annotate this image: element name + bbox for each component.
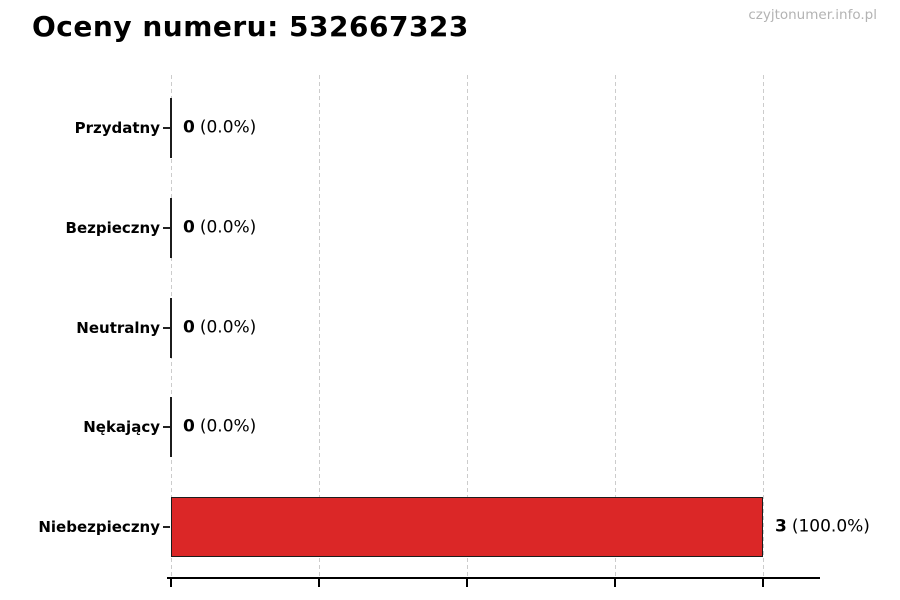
value-count: 0 bbox=[183, 217, 195, 238]
x-axis-line bbox=[167, 577, 820, 579]
category-label: Niebezpieczny bbox=[38, 518, 160, 536]
chart-title: Oceny numeru: 532667323 bbox=[32, 10, 469, 43]
value-percent: (0.0%) bbox=[199, 317, 257, 338]
gridline bbox=[762, 75, 764, 577]
category-label: Przydatny bbox=[74, 119, 160, 137]
value-label: 3 (100.0%) bbox=[775, 517, 870, 537]
value-percent: (0.0%) bbox=[199, 217, 257, 238]
value-percent: (0.0%) bbox=[199, 117, 257, 138]
bar-zero-edge bbox=[170, 297, 172, 358]
x-axis-tick bbox=[318, 579, 320, 587]
value-percent: (0.0%) bbox=[199, 416, 257, 437]
x-axis-tick bbox=[614, 579, 616, 587]
value-label: 0 (0.0%) bbox=[183, 417, 256, 437]
category-label: Neutralny bbox=[76, 318, 160, 337]
value-count: 0 bbox=[183, 117, 195, 138]
y-axis-tick bbox=[163, 226, 170, 229]
y-axis-tick bbox=[163, 526, 170, 528]
watermark-text: czyjtonumer.info.pl bbox=[748, 7, 877, 23]
x-axis-tick bbox=[466, 579, 468, 587]
value-count: 0 bbox=[183, 416, 195, 437]
bar-zero-edge bbox=[170, 397, 172, 458]
gridline bbox=[614, 75, 616, 577]
y-axis-tick bbox=[163, 326, 170, 329]
category-label: Nękający bbox=[83, 418, 160, 437]
value-label: 0 (0.0%) bbox=[183, 118, 256, 138]
bar bbox=[171, 497, 763, 557]
value-count: 3 bbox=[775, 516, 787, 537]
value-label: 0 (0.0%) bbox=[183, 217, 256, 237]
category-label: Bezpieczny bbox=[65, 218, 160, 237]
y-axis-tick bbox=[163, 426, 170, 429]
bar-zero-edge bbox=[170, 197, 172, 258]
x-axis-tick bbox=[170, 579, 172, 587]
bar-zero-edge bbox=[170, 98, 172, 158]
value-count: 0 bbox=[183, 317, 195, 338]
y-axis-tick bbox=[163, 127, 170, 129]
value-percent: (100.0%) bbox=[791, 516, 870, 537]
gridline bbox=[318, 75, 320, 577]
x-axis-tick bbox=[762, 579, 764, 587]
value-label: 0 (0.0%) bbox=[183, 317, 256, 337]
gridline bbox=[466, 75, 468, 577]
